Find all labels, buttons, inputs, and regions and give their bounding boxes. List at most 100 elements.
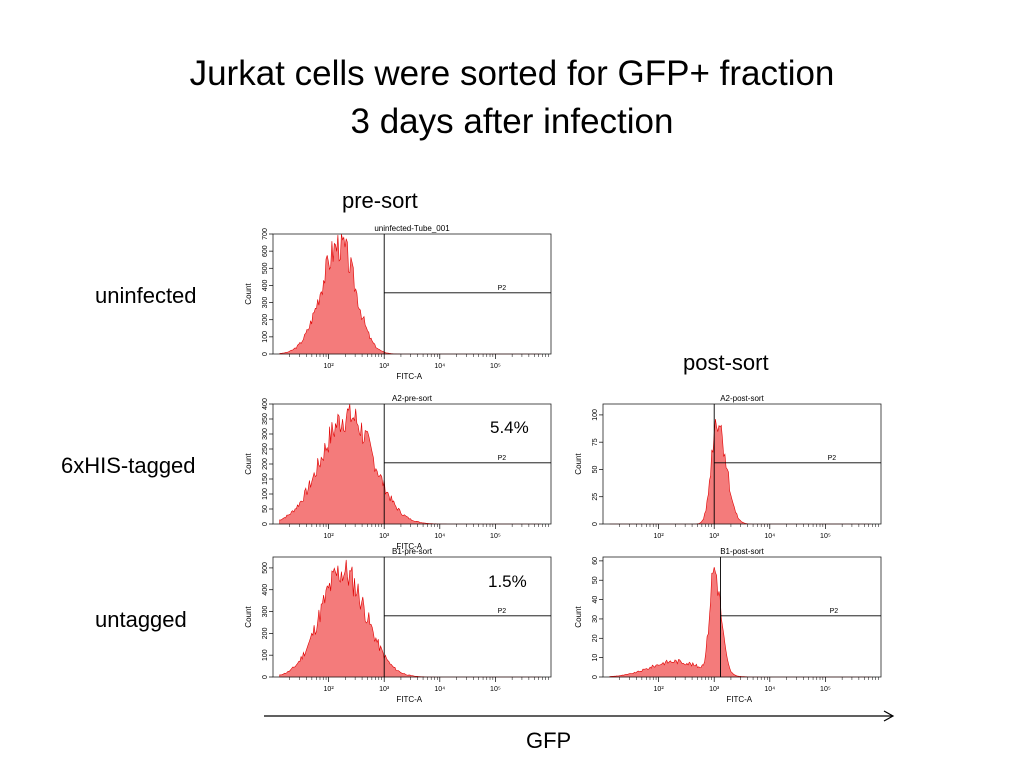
y-tick-label: 50 (592, 576, 599, 584)
gfp-axis-label: GFP (526, 728, 572, 753)
slide-title: Jurkat cells were sorted for GFP+ fracti… (0, 50, 1024, 146)
y-tick-label: 0 (262, 522, 269, 526)
y-tick-label: 50 (262, 505, 269, 513)
x-tick-label: 10² (324, 533, 335, 540)
histogram-6xhis-post-sort: A2-post-sort P2 10² 10³ 10⁴ 10⁵ 0 25 50 75 100 Coun… (570, 392, 882, 552)
column-label-post-sort: post-sort (683, 350, 769, 375)
x-axis-label: FITC-A (396, 695, 422, 704)
y-tick-label: 25 (592, 493, 599, 501)
column-label-pre-sort: pre-sort (342, 188, 418, 213)
y-tick-label: 0 (592, 675, 599, 679)
x-tick-label: 10⁴ (764, 686, 775, 693)
title-line-1: Jurkat cells were sorted for GFP+ fracti… (189, 54, 835, 93)
x-tick-label: 10² (654, 533, 665, 540)
gate-label: P2 (498, 285, 507, 292)
x-axis-label: FITC-A (396, 542, 422, 551)
y-tick-label: 150 (262, 473, 269, 485)
x-tick-label: 10⁵ (490, 533, 501, 540)
histogram-svg: uninfected-Tube_001 P2 10² 10³ 10⁴ 10⁵ FITC-A 0… (244, 224, 552, 381)
y-axis-label: Count (244, 606, 253, 628)
panel-title: A2-pre-sort (392, 394, 433, 403)
histogram-untagged-post-sort: B1-post-sort P2 10² 10³ 10⁴ 10⁵ FITC-A 0 10 20 30 4… (570, 545, 882, 705)
y-tick-label: 20 (592, 634, 599, 642)
row-label-untagged: untagged (95, 607, 187, 632)
histogram-svg: B1-pre-sort P2 10² 10³ 10⁴ 10⁵ FITC-A 0 100 200 30… (244, 547, 552, 704)
plot-frame (272, 556, 552, 678)
y-tick-label: 100 (262, 649, 269, 661)
y-tick-label: 0 (262, 675, 269, 679)
histogram-untagged-pre-sort: B1-pre-sort P2 10² 10³ 10⁴ 10⁵ FITC-A 0 100 200 30… (240, 545, 552, 705)
gate-label: P2 (498, 455, 507, 462)
x-tick-label: 10⁵ (490, 363, 501, 370)
y-tick-label: 75 (592, 438, 599, 446)
x-tick-label: 10³ (709, 533, 720, 540)
histogram-svg: A2-pre-sort P2 10² 10³ 10⁴ 10⁵ FITC-A 0 50 100 150… (244, 394, 552, 551)
x-axis-label: FITC-A (726, 695, 752, 704)
y-axis-label: Count (574, 453, 583, 475)
y-tick-label: 100 (592, 409, 599, 421)
x-tick-label: 10⁵ (820, 533, 831, 540)
panel-title: uninfected-Tube_001 (374, 224, 450, 233)
x-tick-label: 10² (654, 686, 665, 693)
gate-label: P2 (498, 608, 507, 615)
row-label-uninfected: uninfected (95, 283, 197, 308)
histogram-svg: B1-post-sort P2 10² 10³ 10⁴ 10⁵ FITC-A 0 10 20 30 4… (574, 547, 882, 704)
x-tick-label: 10⁴ (434, 533, 445, 540)
x-tick-label: 10² (324, 686, 335, 693)
gate-label: P2 (830, 608, 839, 615)
histogram-uninfected-pre-sort: uninfected-Tube_001 P2 10² 10³ 10⁴ 10⁵ FITC-A 0… (240, 222, 552, 382)
x-tick-label: 10³ (379, 363, 390, 370)
x-tick-label: 10⁴ (434, 363, 445, 370)
x-tick-label: 10³ (379, 686, 390, 693)
y-axis-label: Count (244, 283, 253, 305)
y-tick-label: 250 (262, 443, 269, 455)
y-axis-label: Count (574, 606, 583, 628)
y-tick-label: 200 (262, 458, 269, 470)
y-tick-label: 500 (262, 562, 269, 574)
x-tick-label: 10³ (709, 686, 720, 693)
y-tick-label: 700 (262, 228, 269, 240)
x-tick-label: 10⁴ (764, 533, 775, 540)
histogram-6xhis-pre-sort: A2-pre-sort P2 10² 10³ 10⁴ 10⁵ FITC-A 0 50 100 150… (240, 392, 552, 552)
y-tick-label: 0 (262, 352, 269, 356)
y-tick-label: 300 (262, 606, 269, 618)
plot-frame (602, 403, 882, 525)
x-tick-label: 10⁵ (490, 686, 501, 693)
x-tick-label: 10³ (379, 533, 390, 540)
panel-title: A2-post-sort (720, 394, 764, 403)
gate-label: P2 (828, 455, 837, 462)
y-tick-label: 10 (592, 654, 599, 662)
y-tick-label: 0 (592, 522, 599, 526)
y-tick-label: 400 (262, 279, 269, 291)
histogram-svg: A2-post-sort P2 10² 10³ 10⁴ 10⁵ 0 25 50 75 100 Coun… (574, 394, 882, 540)
x-axis-label: FITC-A (396, 372, 422, 381)
plot-frame (602, 556, 882, 678)
y-tick-label: 50 (592, 465, 599, 473)
percent-untagged: 1.5% (488, 572, 527, 591)
panel-title: B1-pre-sort (392, 547, 433, 556)
percent-his-tagged: 5.4% (490, 418, 529, 437)
x-tick-label: 10² (324, 363, 335, 370)
y-tick-label: 400 (262, 398, 269, 410)
panel-title: B1-post-sort (720, 547, 764, 556)
y-tick-label: 30 (592, 615, 599, 623)
y-tick-label: 300 (262, 428, 269, 440)
y-tick-label: 300 (262, 297, 269, 309)
y-tick-label: 40 (592, 596, 599, 604)
y-tick-label: 100 (262, 488, 269, 500)
y-axis-label: Count (244, 453, 253, 475)
y-tick-label: 350 (262, 413, 269, 425)
row-label-6xhis-tagged: 6xHIS-tagged (61, 453, 196, 478)
y-tick-label: 500 (262, 262, 269, 274)
title-line-2: 3 days after infection (350, 102, 674, 141)
y-tick-label: 200 (262, 314, 269, 326)
y-tick-label: 200 (262, 627, 269, 639)
plot-frame (272, 233, 552, 355)
y-tick-label: 400 (262, 584, 269, 596)
y-tick-label: 600 (262, 245, 269, 257)
y-tick-label: 100 (262, 331, 269, 343)
x-tick-label: 10⁴ (434, 686, 445, 693)
x-tick-label: 10⁵ (820, 686, 831, 693)
y-tick-label: 60 (592, 557, 599, 565)
